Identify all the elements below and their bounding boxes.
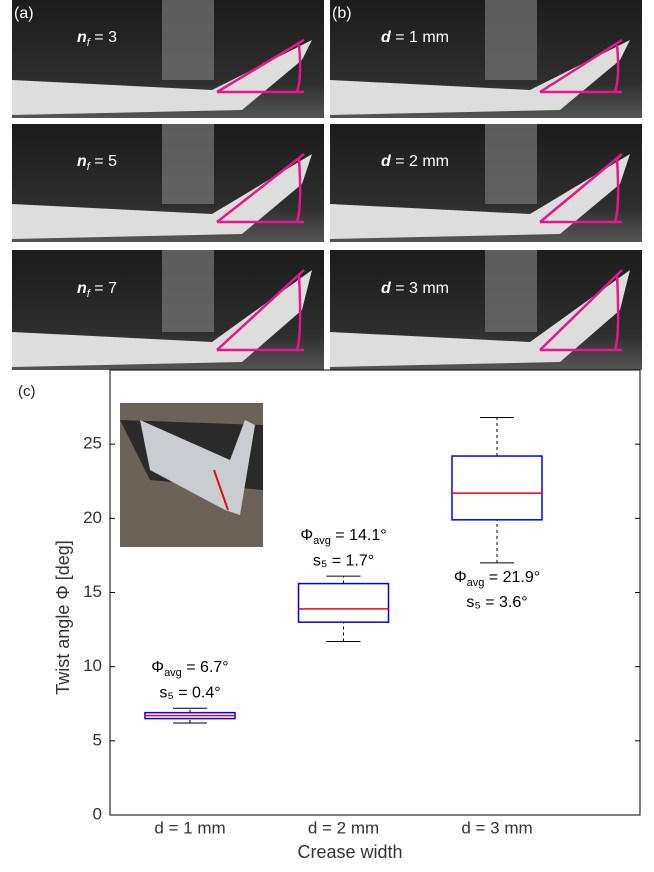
annotation: Φavg = 14.1° — [300, 527, 386, 547]
box — [299, 584, 389, 623]
label-variable: n — [77, 280, 87, 297]
annotation-symbol: Φ — [300, 527, 313, 544]
x-axis-label: Crease width — [297, 842, 402, 862]
annotation-subscript: avg — [164, 667, 182, 679]
ruler — [485, 250, 537, 332]
annotation-subscript: avg — [313, 535, 331, 547]
y-tick-label: 0 — [93, 804, 102, 823]
panel-label: (a) — [14, 5, 34, 22]
photo-label: nf = 5 — [77, 153, 117, 173]
label-variable: n — [77, 153, 87, 170]
y-tick-label: 10 — [83, 656, 102, 675]
ruler — [485, 0, 537, 80]
annotation-spread: s₅ = 0.4° — [159, 684, 220, 701]
panel-label: (b) — [332, 5, 352, 22]
box — [452, 456, 542, 520]
y-axis-label: Twist angle Φ [deg] — [53, 540, 73, 694]
photo-label: nf = 7 — [77, 280, 117, 300]
x-tick-label: d = 3 mm — [461, 818, 532, 837]
annotation-spread: s₅ = 3.6° — [466, 594, 527, 611]
annotation: Φavg = 21.9° — [454, 569, 540, 589]
photo-label: d = 1 mm — [381, 29, 449, 46]
y-tick-label: 25 — [83, 434, 102, 453]
label-value: = 3 mm — [391, 280, 449, 297]
figure: nf = 3 nf = 5 nf = 7 (a) d = 1 mm d = 2 mm d =… — [0, 0, 654, 867]
annotation-subscript: avg — [467, 577, 485, 589]
label-value: = 3 — [90, 29, 117, 46]
label-value: = 7 — [90, 280, 117, 297]
annotation-spread: s₅ = 1.7° — [313, 552, 374, 569]
annotation-value: = 6.7° — [182, 659, 229, 676]
ruler — [485, 124, 537, 204]
annotation-value: = 14.1° — [331, 527, 387, 544]
x-tick-label: d = 1 mm — [154, 818, 225, 837]
y-tick-label: 15 — [83, 582, 102, 601]
annotation-symbol: Φ — [151, 659, 164, 676]
label-value: = 1 mm — [391, 29, 449, 46]
label-value: = 2 mm — [391, 153, 449, 170]
ruler — [162, 0, 214, 80]
label-value: = 5 — [90, 153, 117, 170]
x-tick-label: d = 2 mm — [308, 818, 379, 837]
annotation: Φavg = 6.7° — [151, 659, 228, 679]
photo-label: d = 3 mm — [381, 280, 449, 297]
panel-label: (c) — [18, 383, 36, 400]
y-tick-label: 5 — [93, 730, 102, 749]
ruler — [162, 124, 214, 204]
annotation-symbol: Φ — [454, 569, 467, 586]
photo-label: d = 2 mm — [381, 153, 449, 170]
annotation-value: = 21.9° — [484, 569, 540, 586]
photo-label: nf = 3 — [77, 29, 117, 49]
ruler — [162, 250, 214, 332]
label-variable: n — [77, 29, 87, 46]
y-tick-label: 20 — [83, 508, 102, 527]
